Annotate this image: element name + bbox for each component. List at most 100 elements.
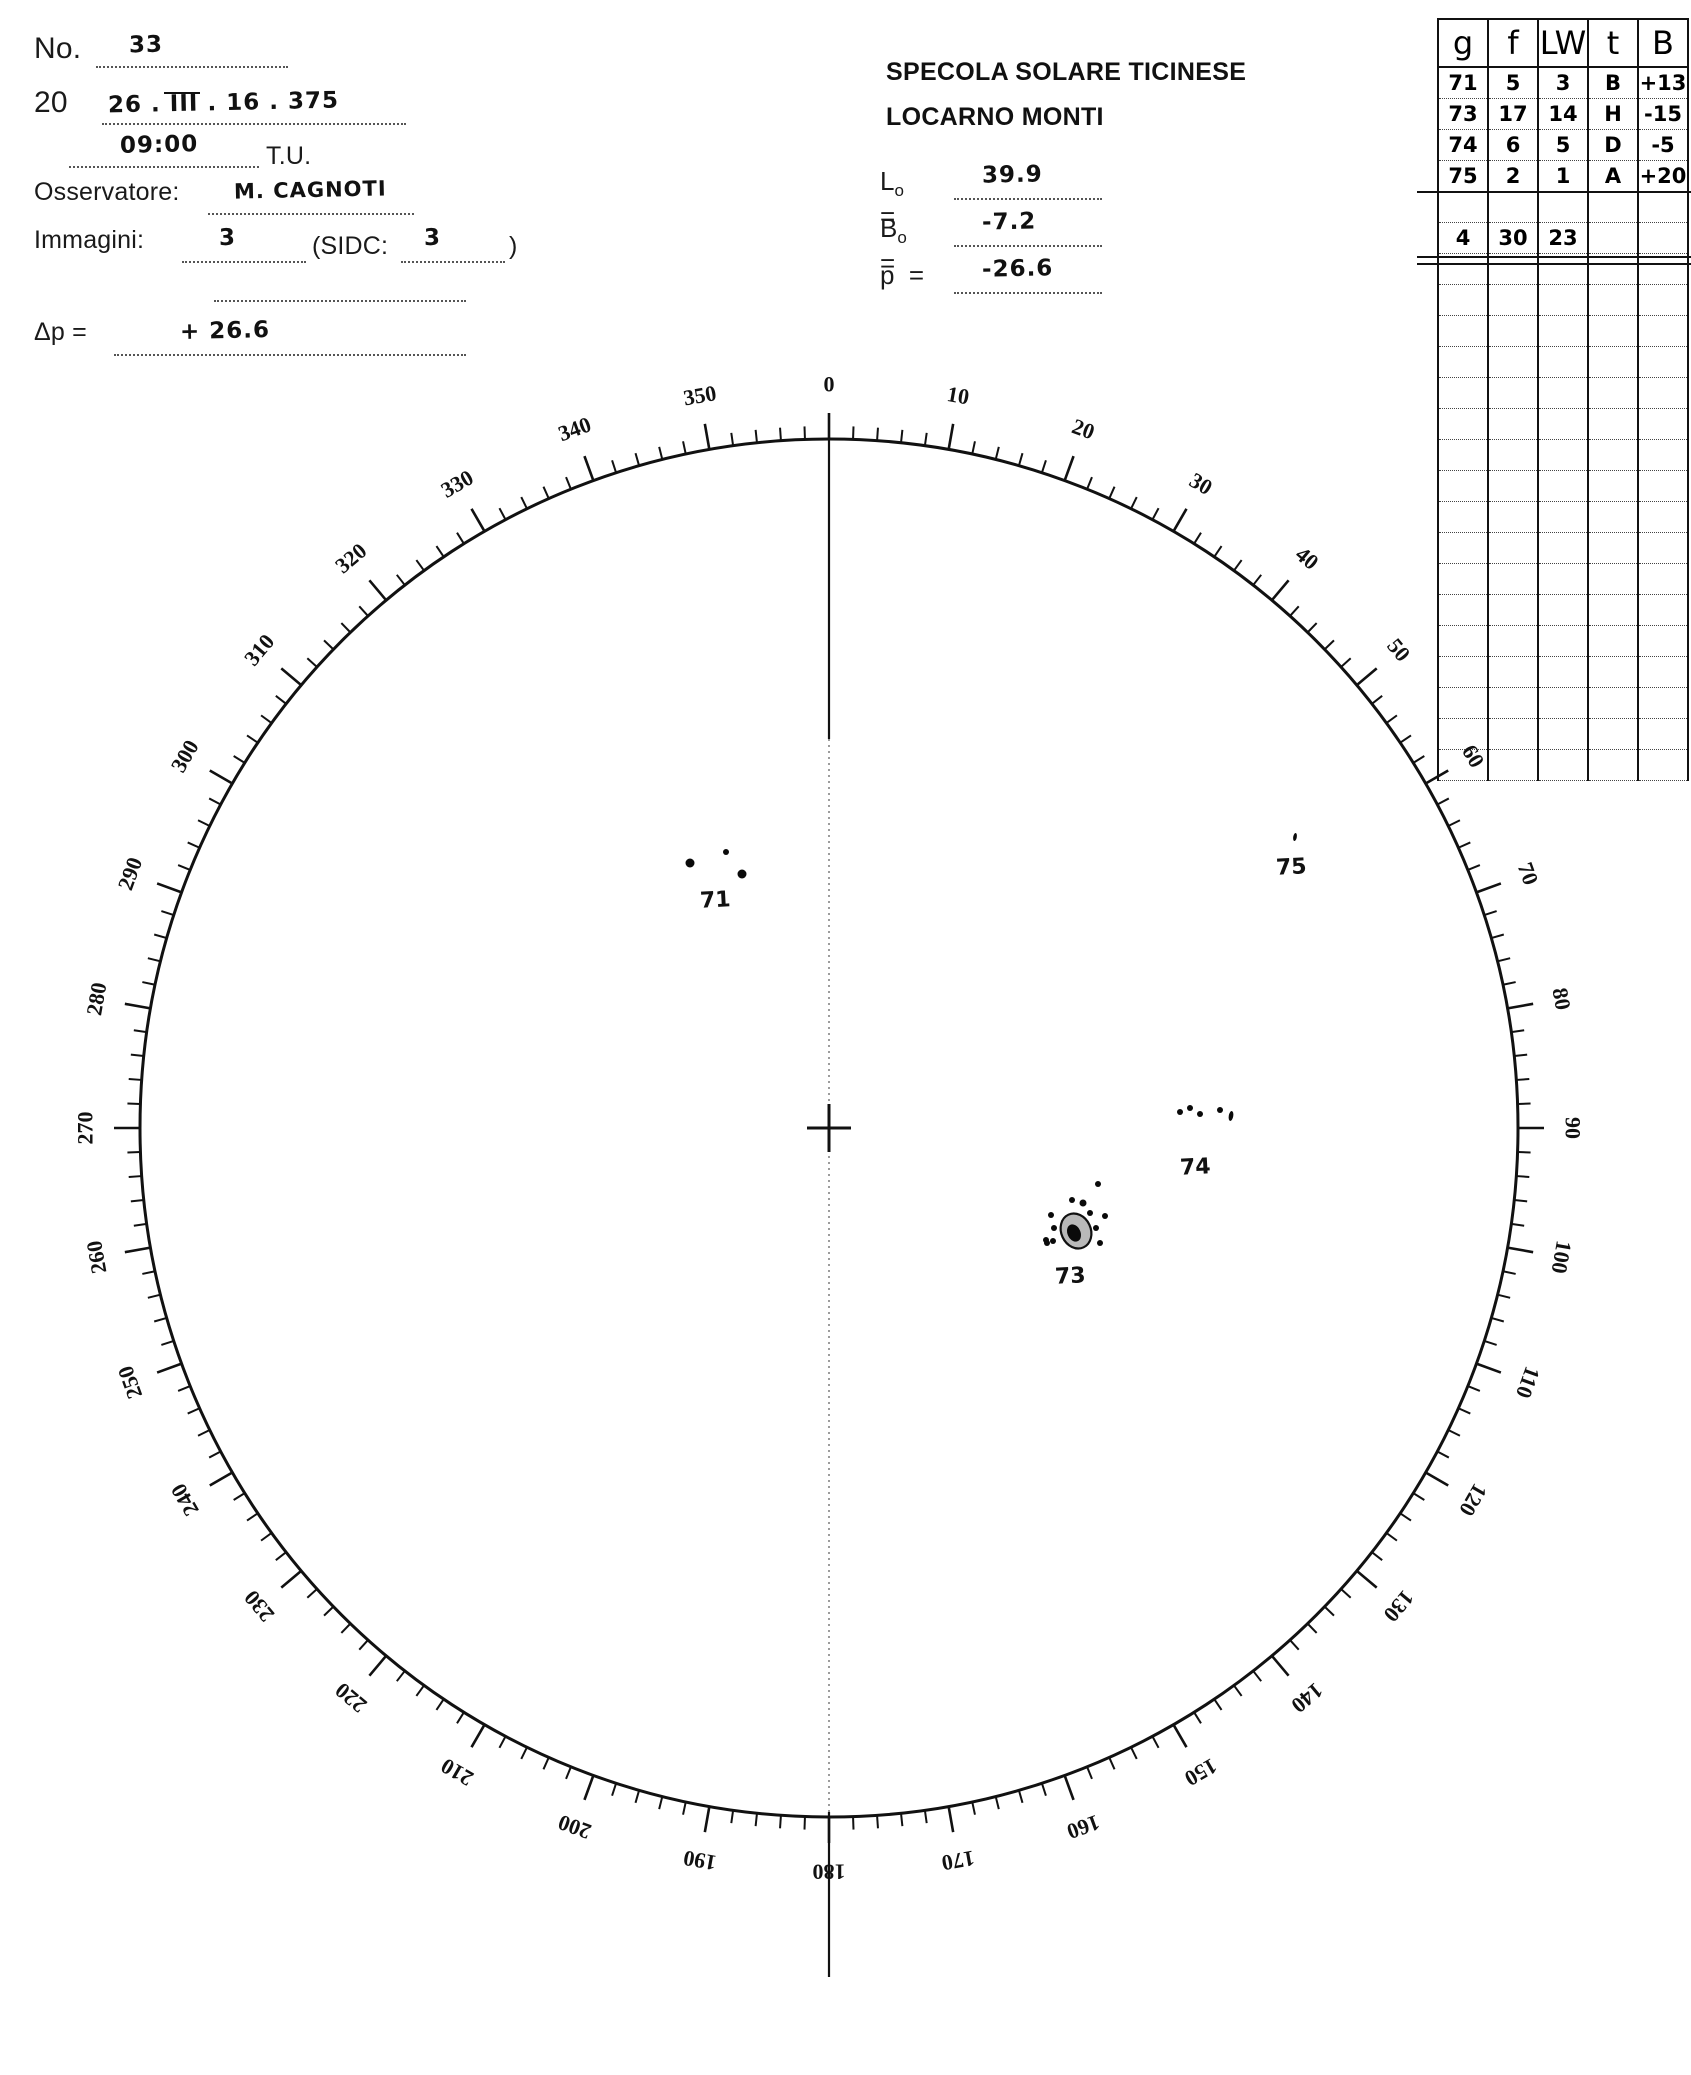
table-cell-empty[interactable] xyxy=(1637,315,1689,347)
table-cell-empty[interactable] xyxy=(1437,594,1489,626)
table-cell-empty[interactable] xyxy=(1587,501,1639,533)
table-cell-empty[interactable] xyxy=(1437,625,1489,657)
table-cell[interactable]: -5 xyxy=(1637,129,1689,161)
table-cell-empty[interactable] xyxy=(1537,594,1589,626)
table-cell[interactable]: -15 xyxy=(1637,98,1689,130)
table-cell-empty[interactable] xyxy=(1487,656,1539,688)
table-cell-empty[interactable] xyxy=(1537,625,1589,657)
table-total-cell[interactable]: 4 xyxy=(1437,222,1489,254)
table-row[interactable]: 74 6 5 D -5 xyxy=(1437,129,1689,161)
table-cell-empty[interactable] xyxy=(1437,439,1489,471)
time-unit-label: T.U. xyxy=(266,142,312,170)
time-underline xyxy=(69,166,259,168)
table-cell[interactable]: A xyxy=(1587,160,1639,192)
degree-label-120: 120 xyxy=(1454,1479,1492,1520)
table-cell[interactable]: 73 xyxy=(1437,98,1489,130)
table-total-rule-bottom-1 xyxy=(1417,255,1691,258)
table-cell[interactable]: 1 xyxy=(1537,160,1589,192)
table-row[interactable]: 75 2 1 A +20 xyxy=(1437,160,1689,192)
table-empty-row xyxy=(1437,377,1689,409)
table-cell-empty[interactable] xyxy=(1487,501,1539,533)
table-cell-empty[interactable] xyxy=(1587,625,1639,657)
table-cell-empty[interactable] xyxy=(1487,470,1539,502)
degree-label-80: 80 xyxy=(1547,986,1575,1012)
table-cell[interactable]: +13 xyxy=(1637,66,1689,99)
degree-label-330: 330 xyxy=(436,465,477,503)
table-cell-empty[interactable] xyxy=(1537,346,1589,378)
table-cell-empty[interactable] xyxy=(1587,470,1639,502)
table-cell-empty[interactable] xyxy=(1487,346,1539,378)
table-cell-empty[interactable] xyxy=(1437,284,1489,316)
table-cell-empty[interactable] xyxy=(1537,377,1589,409)
table-cell-empty[interactable] xyxy=(1637,284,1689,316)
table-cell[interactable]: D xyxy=(1587,129,1639,161)
table-cell-empty[interactable] xyxy=(1537,501,1589,533)
table-cell-empty[interactable] xyxy=(1587,687,1639,719)
table-cell[interactable]: 74 xyxy=(1437,129,1489,161)
table-cell-empty[interactable] xyxy=(1587,749,1639,781)
table-cell-empty[interactable] xyxy=(1487,594,1539,626)
table-total-cell[interactable]: 23 xyxy=(1537,222,1589,254)
table-cell-empty[interactable] xyxy=(1537,253,1589,285)
table-cell-empty[interactable] xyxy=(1537,749,1589,781)
degree-label-100: 100 xyxy=(1547,1239,1577,1276)
table-cell[interactable]: 5 xyxy=(1487,66,1539,99)
table-cell-empty[interactable] xyxy=(1637,191,1689,223)
table-cell-empty[interactable] xyxy=(1587,408,1639,440)
table-cell[interactable]: 75 xyxy=(1437,160,1489,192)
table-cell-empty[interactable] xyxy=(1537,470,1589,502)
table-cell-empty[interactable] xyxy=(1637,501,1689,533)
table-cell-empty[interactable] xyxy=(1537,718,1589,750)
table-cell-empty[interactable] xyxy=(1537,284,1589,316)
table-cell-empty[interactable] xyxy=(1487,625,1539,657)
table-cell-empty[interactable] xyxy=(1637,656,1689,688)
table-total-cell[interactable]: 30 xyxy=(1487,222,1539,254)
table-cell-empty[interactable] xyxy=(1437,532,1489,564)
table-cell-empty[interactable] xyxy=(1437,687,1489,719)
b0-underline xyxy=(954,245,1102,247)
table-cell-empty[interactable] xyxy=(1487,439,1539,471)
table-cell[interactable]: +20 xyxy=(1637,160,1689,192)
table-cell-empty[interactable] xyxy=(1487,377,1539,409)
table-cell-empty[interactable] xyxy=(1537,656,1589,688)
table-cell-empty[interactable] xyxy=(1587,377,1639,409)
table-cell[interactable]: 14 xyxy=(1537,98,1589,130)
table-cell-empty[interactable] xyxy=(1537,532,1589,564)
group-label-74: 74 xyxy=(1179,1154,1212,1181)
table-cell-empty[interactable] xyxy=(1637,377,1689,409)
table-cell-empty[interactable] xyxy=(1437,408,1489,440)
table-cell-empty[interactable] xyxy=(1637,470,1689,502)
table-cell-empty[interactable] xyxy=(1437,749,1489,781)
table-cell-empty[interactable] xyxy=(1437,501,1489,533)
table-cell-empty[interactable] xyxy=(1487,408,1539,440)
table-cell-empty[interactable] xyxy=(1637,346,1689,378)
images-label: Immagini: xyxy=(34,226,145,254)
table-cell-empty[interactable] xyxy=(1537,439,1589,471)
table-cell[interactable]: 2 xyxy=(1487,160,1539,192)
table-cell-empty[interactable] xyxy=(1487,749,1539,781)
table-cell[interactable]: 3 xyxy=(1537,66,1589,99)
table-cell-empty[interactable] xyxy=(1587,284,1639,316)
table-cell-empty[interactable] xyxy=(1637,563,1689,595)
table-cell-empty[interactable] xyxy=(1437,346,1489,378)
sunspot-pore-group-73 xyxy=(1095,1181,1101,1187)
sunspot-pore-group-73 xyxy=(1048,1212,1054,1218)
table-row[interactable]: 73 17 14 H -15 xyxy=(1437,98,1689,130)
table-cell-empty[interactable] xyxy=(1437,377,1489,409)
table-cell-empty[interactable] xyxy=(1587,439,1639,471)
table-cell-empty[interactable] xyxy=(1437,315,1489,347)
table-cell[interactable]: H xyxy=(1587,98,1639,130)
table-cell-empty[interactable] xyxy=(1537,687,1589,719)
table-row[interactable]: 71 5 3 B +13 xyxy=(1437,66,1689,99)
table-cell-empty[interactable] xyxy=(1437,253,1489,285)
table-cell-empty[interactable] xyxy=(1637,408,1689,440)
table-cell-empty[interactable] xyxy=(1637,749,1689,781)
table-cell-empty[interactable] xyxy=(1637,532,1689,564)
degree-label-170: 170 xyxy=(940,1846,977,1876)
table-cell-empty[interactable] xyxy=(1637,687,1689,719)
sunspot-pore-group-74 xyxy=(1177,1109,1183,1115)
table-cell[interactable]: 17 xyxy=(1487,98,1539,130)
table-empty-row xyxy=(1437,687,1689,719)
column-header-t: t xyxy=(1587,18,1639,68)
p-label: p = xyxy=(880,260,925,290)
